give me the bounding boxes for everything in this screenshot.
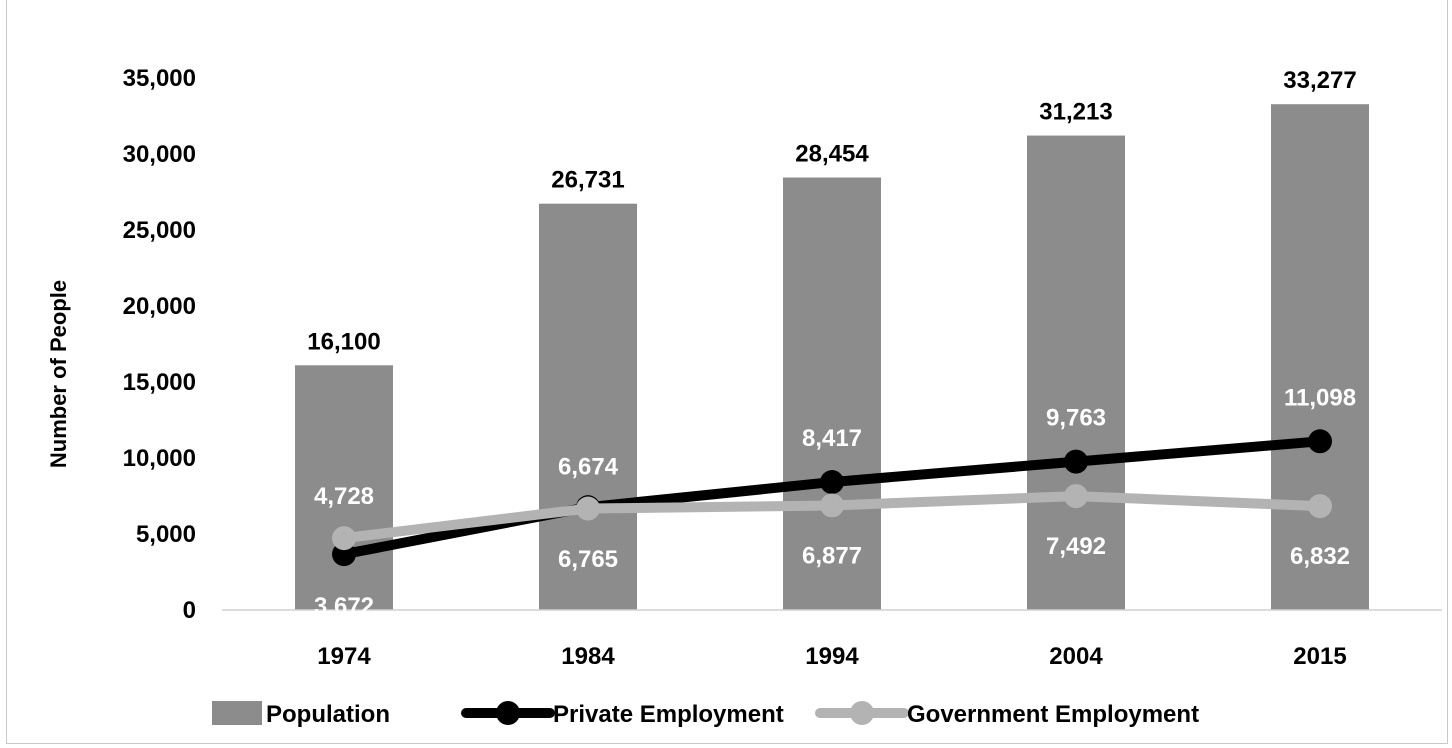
data-label-government-employment: 4,728 [314, 483, 374, 510]
legend-marker-government-employment [850, 701, 874, 725]
bars-group [295, 104, 1369, 611]
point-private-employment [1308, 429, 1332, 454]
y-axis-title: Number of People [46, 280, 71, 468]
data-label-government-employment: 6,877 [802, 542, 862, 569]
x-ticks-group: 1974 1984 1994 2004 2015 [317, 643, 1346, 670]
y-tick-label: 20,000 [123, 293, 196, 320]
x-tick-label: 1984 [561, 643, 615, 670]
point-government-employment [1308, 494, 1332, 519]
y-tick-label: 5,000 [136, 521, 196, 548]
data-label-population: 33,277 [1283, 67, 1356, 94]
point-government-employment [1064, 484, 1088, 509]
bar-population [1027, 135, 1125, 611]
legend-label-government-employment: Government Employment [907, 701, 1199, 728]
x-tick-label: 1994 [805, 643, 859, 670]
x-tick-label: 2015 [1293, 643, 1346, 670]
legend-swatch-population [212, 701, 262, 725]
x-tick-label: 2004 [1049, 643, 1103, 670]
bar-population [1271, 104, 1369, 610]
y-tick-label: 0 [183, 597, 196, 624]
data-label-government-employment: 6,832 [1290, 543, 1350, 570]
chart-frame [6, 0, 1448, 744]
y-tick-label: 25,000 [123, 217, 196, 244]
data-label-population: 16,100 [307, 328, 380, 355]
legend: Population Private Employment Government E… [212, 701, 1199, 728]
legend-label-private-employment: Private Employment [553, 701, 784, 728]
data-label-population: 26,731 [551, 167, 624, 194]
point-government-employment [332, 526, 356, 551]
bar-population [539, 203, 637, 611]
data-label-private-employment: 9,763 [1046, 405, 1106, 432]
point-private-employment [820, 470, 844, 495]
data-label-private-employment: 3,672 [314, 593, 374, 620]
data-label-private-employment: 8,417 [802, 425, 862, 452]
legend-label-population: Population [266, 701, 390, 728]
data-label-population: 28,454 [795, 140, 869, 167]
y-tick-label: 35,000 [123, 65, 196, 92]
bar-population [783, 177, 881, 610]
point-private-employment [1064, 449, 1088, 474]
point-government-employment [576, 496, 600, 521]
y-tick-label: 10,000 [123, 445, 196, 472]
y-tick-label: 30,000 [123, 141, 196, 168]
data-label-government-employment: 7,492 [1046, 533, 1106, 560]
lines-group [332, 429, 1332, 567]
data-label-population: 31,213 [1039, 99, 1112, 126]
point-government-employment [820, 493, 844, 518]
data-label-government-employment: 6,674 [558, 454, 619, 481]
y-tick-label: 15,000 [123, 369, 196, 396]
legend-marker-private-employment [496, 701, 520, 725]
x-tick-label: 1974 [317, 643, 371, 670]
y-ticks-group: 0 5,000 10,000 15,000 20,000 25,000 30,000 35,0… [123, 65, 196, 624]
data-labels-group: 16,100 26,731 28,454 31,213 33,277 3,672 4,728… [307, 67, 1356, 620]
bar-population [295, 365, 393, 610]
data-label-private-employment: 6,765 [558, 546, 618, 573]
data-label-private-employment: 11,098 [1284, 384, 1356, 411]
